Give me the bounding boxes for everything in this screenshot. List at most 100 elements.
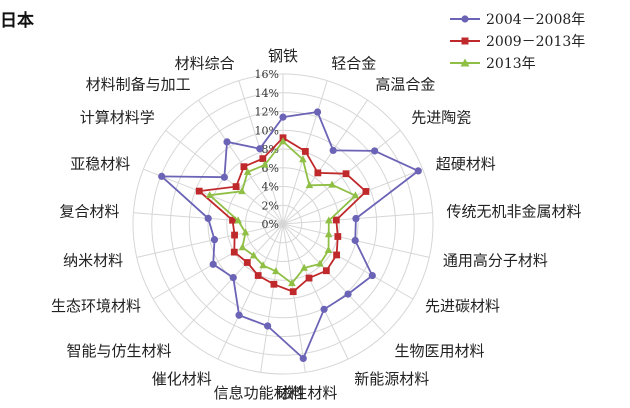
data-point — [243, 259, 251, 266]
data-point — [344, 290, 352, 298]
data-point — [299, 155, 307, 163]
axis-label: 材料制备与加工 — [86, 76, 191, 94]
radial-tick-label: 10% — [255, 124, 279, 137]
axis-label: 计算材料学 — [80, 109, 155, 127]
data-point — [332, 216, 340, 224]
legend: 2004－2008年 2009－2013年 2013年 — [448, 8, 585, 74]
spoke-3 — [282, 130, 401, 225]
spoke-8 — [282, 223, 386, 335]
legend-label-3: 2013年 — [486, 56, 536, 72]
spoke-17 — [143, 168, 284, 225]
axis-label: 磁性材料 — [277, 384, 337, 402]
data-point — [220, 173, 228, 181]
series-3 — [205, 137, 360, 287]
data-point — [351, 191, 360, 199]
data-point — [288, 279, 296, 287]
data-point — [264, 322, 272, 330]
series-2-line — [197, 136, 368, 293]
data-point — [320, 305, 328, 313]
axis-label: 高温合金 — [375, 76, 435, 94]
series-3-line — [207, 140, 357, 285]
legend-label-2: 2009－2013年 — [486, 34, 586, 50]
axis-label: 智能与仿生材料 — [66, 342, 171, 360]
data-point — [279, 137, 287, 145]
data-point — [368, 271, 376, 280]
data-point — [231, 231, 238, 239]
data-point — [322, 267, 330, 275]
axis-label: 钢铁 — [268, 47, 298, 65]
data-point — [256, 145, 264, 153]
data-point — [230, 248, 238, 256]
data-point — [254, 272, 262, 279]
data-point — [333, 251, 340, 259]
data-point — [229, 274, 237, 282]
data-point — [223, 138, 231, 146]
spoke-15 — [136, 223, 284, 258]
spoke-10 — [282, 223, 306, 373]
spoke-20 — [238, 80, 284, 225]
axis-label: 材料综合 — [175, 54, 235, 72]
data-point — [351, 236, 359, 245]
data-point — [289, 288, 297, 296]
data-point — [270, 280, 278, 288]
data-point — [259, 155, 267, 163]
data-point — [329, 146, 337, 155]
radial-tick-label: 14% — [255, 87, 279, 100]
data-point — [279, 113, 287, 121]
data-point — [314, 169, 322, 177]
radial-tick-label: 2% — [262, 199, 279, 212]
axis-label: 亚稳材料 — [70, 155, 130, 173]
data-point — [324, 230, 333, 238]
data-point — [195, 187, 203, 195]
data-point — [204, 214, 212, 222]
chart-title: 日本 — [0, 11, 34, 31]
spoke-14 — [152, 223, 284, 300]
data-point — [205, 191, 214, 199]
axis-label: 信息功能材料 — [214, 384, 304, 402]
spoke-12 — [217, 223, 284, 360]
data-point — [324, 246, 333, 254]
axis-label: 超硬材料 — [436, 155, 496, 173]
series-layer — [158, 108, 422, 363]
axis-label: 先进碳材料 — [425, 297, 500, 315]
data-point — [234, 216, 242, 224]
data-point — [241, 228, 250, 236]
axis-label: 先进陶瓷 — [411, 109, 471, 127]
radial-tick-label: 16% — [255, 68, 279, 81]
data-point — [209, 260, 217, 268]
data-point — [305, 274, 313, 282]
radial-tick-label: 12% — [255, 106, 279, 119]
data-point — [260, 160, 269, 168]
spoke-7 — [282, 223, 414, 300]
data-point — [238, 187, 246, 195]
legend-item-2: 2009－2013年 — [448, 30, 585, 52]
spoke-9 — [282, 223, 349, 360]
data-point — [352, 214, 360, 223]
data-point — [249, 251, 258, 259]
data-point — [334, 233, 342, 240]
data-point — [238, 243, 247, 251]
data-point — [301, 148, 309, 155]
data-point — [316, 259, 324, 267]
data-point — [371, 147, 379, 155]
radial-tick-label: 0% — [262, 218, 279, 231]
data-point — [414, 167, 422, 175]
data-point — [300, 263, 308, 271]
spoke-11 — [260, 223, 284, 373]
axis-label: 通用高分子材料 — [443, 252, 548, 270]
data-point — [158, 172, 166, 180]
axis-label: 生态环境材料 — [51, 297, 141, 315]
data-point — [342, 170, 350, 178]
data-point — [305, 181, 314, 189]
data-point — [299, 354, 307, 363]
series-2 — [195, 134, 370, 296]
series-1-line — [159, 111, 421, 360]
legend-swatch-2 — [450, 37, 480, 45]
data-point — [272, 267, 280, 275]
data-point — [235, 311, 243, 319]
data-point — [325, 216, 333, 224]
legend-swatch-3 — [450, 58, 480, 67]
axis-labels: 钢铁 轻合金高温合金先进陶瓷超硬材料传统无机非金属材料通用高分子材料先进碳材料生物… — [51, 47, 582, 402]
data-point — [232, 183, 240, 190]
